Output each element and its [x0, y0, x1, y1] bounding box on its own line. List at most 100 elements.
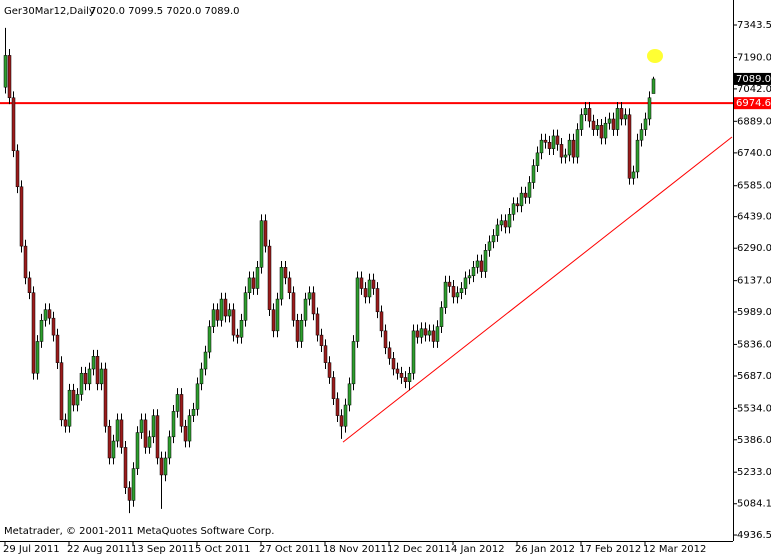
candle-body	[187, 415, 192, 442]
x-tick-label: 22 Aug 2011	[67, 544, 131, 555]
candle-body	[331, 377, 336, 399]
candle-body	[651, 78, 656, 94]
candle-body	[483, 250, 488, 272]
candle-body	[463, 277, 468, 289]
candle-body	[423, 328, 428, 336]
candle-body	[515, 203, 520, 207]
y-tick-label: 6439.0	[737, 212, 771, 223]
candle-body	[495, 224, 500, 236]
candle-body	[351, 341, 356, 385]
candle-body	[559, 144, 564, 158]
candle-body	[259, 220, 264, 268]
candle-body	[159, 457, 164, 476]
candle-body	[35, 341, 40, 374]
price-label-box	[734, 72, 771, 85]
candle-body	[75, 394, 80, 406]
x-tick-label: 4 Jan 2012	[451, 544, 505, 555]
candle-body	[427, 330, 432, 336]
candle-body	[239, 320, 244, 338]
candle-body	[487, 241, 492, 251]
candle-body	[107, 425, 112, 459]
x-tick-label: 12 Mar 2012	[643, 544, 706, 555]
candle-body	[603, 122, 608, 139]
candle-body	[263, 220, 268, 247]
candle-body	[543, 139, 548, 143]
candle-body	[71, 389, 76, 406]
candle-body	[387, 347, 392, 359]
candle-body	[11, 97, 16, 152]
candle-body	[315, 313, 320, 336]
candle-body	[95, 356, 100, 385]
candle-body	[367, 279, 372, 298]
candle-body	[591, 120, 596, 130]
candle-body	[155, 415, 160, 459]
candle-body	[403, 377, 408, 382]
candle-body	[391, 358, 396, 370]
x-tick-label: 13 Sep 2011	[131, 544, 194, 555]
candle-body	[167, 436, 172, 459]
candle-body	[203, 351, 208, 370]
candle-body	[583, 108, 588, 115]
candle-body	[595, 125, 600, 130]
candle-body	[307, 292, 312, 300]
candle-body	[283, 267, 288, 279]
candle-body	[335, 398, 340, 416]
candle-body	[451, 286, 456, 298]
candle-body	[123, 447, 128, 488]
x-tick-label: 12 Dec 2011	[387, 544, 451, 555]
candle-body	[199, 368, 204, 385]
y-tick-label: 5687.0	[737, 371, 771, 382]
candle-body	[419, 328, 424, 338]
candle-body	[519, 192, 524, 207]
candle-body	[59, 362, 64, 421]
candle-body	[407, 372, 412, 382]
candle-body	[147, 436, 152, 448]
candle-body	[443, 281, 448, 308]
candle-body	[359, 277, 364, 289]
candle-body	[535, 152, 540, 166]
candle-body	[179, 394, 184, 427]
candle-body	[19, 186, 24, 247]
candle-body	[103, 368, 108, 427]
candle-body	[3, 55, 8, 88]
candle-body	[119, 419, 124, 448]
candle-body	[399, 372, 404, 378]
candle-body	[635, 139, 640, 173]
candle-body	[319, 334, 324, 346]
candle-body	[507, 214, 512, 228]
candle-body	[231, 309, 236, 336]
candle-body	[27, 277, 32, 293]
candle-body	[339, 415, 344, 427]
candle-body	[323, 345, 328, 363]
candle-body	[63, 419, 68, 427]
candle-body	[587, 108, 592, 122]
candle-body	[55, 334, 60, 363]
candle-body	[567, 139, 572, 156]
price-label-box	[734, 97, 771, 110]
candle-body	[439, 307, 444, 327]
candle-body	[7, 55, 12, 99]
candle-body	[43, 309, 48, 321]
price-label: 7089.0	[736, 74, 771, 85]
candle-body	[23, 245, 28, 279]
x-tick-label: 27 Oct 2011	[259, 544, 321, 555]
candle-body	[191, 409, 196, 416]
candle-body	[607, 118, 612, 124]
candle-body	[643, 118, 648, 130]
candle-body	[503, 220, 508, 228]
candle-body	[223, 298, 228, 317]
candle-body	[127, 487, 132, 501]
candle-body	[539, 139, 544, 154]
candle-body	[627, 114, 632, 179]
candle-body	[579, 114, 584, 130]
y-tick-label: 5534.0	[737, 403, 771, 414]
candle-body	[599, 125, 604, 139]
candle-body	[467, 275, 472, 279]
candle-body	[115, 419, 120, 442]
candle-body	[31, 292, 36, 374]
price-label: 6974.6	[736, 98, 771, 109]
y-tick-label: 6137.0	[737, 276, 771, 287]
candle-body	[523, 192, 528, 198]
